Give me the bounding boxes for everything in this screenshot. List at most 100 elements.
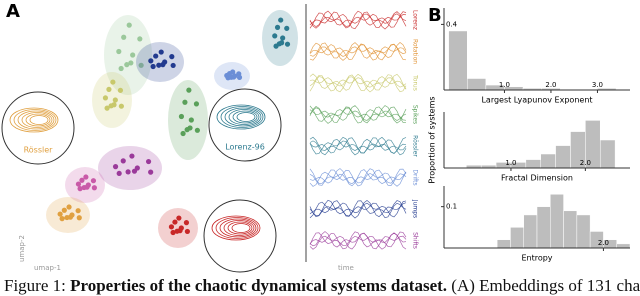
point <box>184 127 190 133</box>
x-tick-label: 2.0 <box>580 159 591 167</box>
series-label: Spikes <box>412 105 419 124</box>
trace <box>309 168 407 186</box>
attractor <box>17 110 55 130</box>
attractor <box>231 223 251 233</box>
caption-title: Properties of the chaotic dynamical syst… <box>70 276 448 295</box>
point <box>236 74 243 80</box>
point <box>156 62 162 68</box>
cluster-hull <box>158 208 198 248</box>
point <box>180 130 186 137</box>
inset-label: Rössler <box>24 146 54 155</box>
figure: A B Rössler Lorenz-96 Chua Lorenz Rotation T… <box>1 1 631 276</box>
series-label: Rotation <box>412 39 419 64</box>
attractor <box>232 110 258 124</box>
x-axis-label: Entropy <box>521 254 552 263</box>
point <box>75 208 81 214</box>
point <box>278 17 284 23</box>
point <box>193 101 200 107</box>
panel-label: B <box>428 5 442 26</box>
point <box>124 62 130 68</box>
cluster-hull <box>168 80 208 160</box>
point <box>160 62 166 68</box>
attractor <box>223 220 255 236</box>
point <box>226 71 233 77</box>
point <box>112 97 118 103</box>
point <box>150 63 156 70</box>
series-label: Torus <box>412 74 419 91</box>
attractor <box>227 221 253 235</box>
bar <box>550 194 564 249</box>
series-label: Rössler <box>412 135 419 157</box>
x-axis-label: Largest Lyapunov Exponent <box>481 96 592 105</box>
point <box>172 219 178 225</box>
trace <box>309 199 407 218</box>
point <box>276 41 282 47</box>
bar <box>523 214 538 249</box>
attractor <box>228 109 260 125</box>
axis-label: time <box>338 264 354 272</box>
series-label: Lorenz <box>412 10 419 30</box>
point <box>120 158 126 164</box>
x-tick-label: 2.0 <box>545 81 556 89</box>
trace <box>309 74 407 93</box>
series-label: Jumps <box>412 199 419 218</box>
point <box>102 95 109 101</box>
cluster-hull <box>46 197 90 233</box>
bar <box>467 78 487 91</box>
cluster-hull <box>92 72 132 128</box>
point <box>148 169 154 175</box>
point <box>274 24 281 30</box>
point <box>169 54 175 60</box>
point <box>61 207 67 213</box>
point <box>184 228 190 235</box>
point <box>145 158 152 165</box>
inset <box>203 199 277 273</box>
attractor <box>219 218 257 238</box>
point <box>130 52 136 58</box>
caption-prefix: Figure 1: <box>4 276 66 295</box>
attractor <box>220 106 264 128</box>
point <box>108 103 114 109</box>
point <box>91 185 97 191</box>
trace <box>309 105 407 124</box>
point <box>170 62 176 69</box>
point <box>284 25 290 31</box>
bar <box>525 159 541 169</box>
trace <box>309 168 407 187</box>
series-label: Shifts <box>412 232 419 249</box>
x-tick-label: 2.0 <box>598 239 609 247</box>
attractor <box>215 217 259 239</box>
point <box>116 170 122 177</box>
bar <box>448 30 468 91</box>
point <box>188 117 194 123</box>
point <box>168 224 175 230</box>
point <box>178 113 185 120</box>
point <box>176 215 182 221</box>
point <box>174 228 180 234</box>
attractor <box>29 115 49 125</box>
attractor <box>211 215 261 241</box>
x-axis-label: Fractal Dimension <box>501 174 573 183</box>
caption-text: (A) Embeddings of 131 chaotic <box>451 276 640 295</box>
trace <box>309 168 407 186</box>
point <box>186 87 192 93</box>
axis-label: Proportion of systems <box>428 96 437 183</box>
bar <box>616 243 631 249</box>
trace <box>309 10 407 29</box>
bar <box>563 210 578 249</box>
point <box>126 22 132 28</box>
attractor <box>216 104 266 130</box>
point <box>112 164 119 170</box>
point <box>116 48 122 55</box>
point <box>106 86 112 92</box>
point <box>272 33 278 39</box>
point <box>148 58 154 64</box>
x-tick-label: 1.0 <box>505 159 516 167</box>
trace <box>309 200 407 219</box>
point <box>59 216 65 222</box>
point <box>118 103 124 109</box>
umap-embedding: Rössler Lorenz-96 Chua <box>1 10 298 276</box>
bar <box>510 227 524 249</box>
inset-label: Lorenz-96 <box>225 143 265 152</box>
